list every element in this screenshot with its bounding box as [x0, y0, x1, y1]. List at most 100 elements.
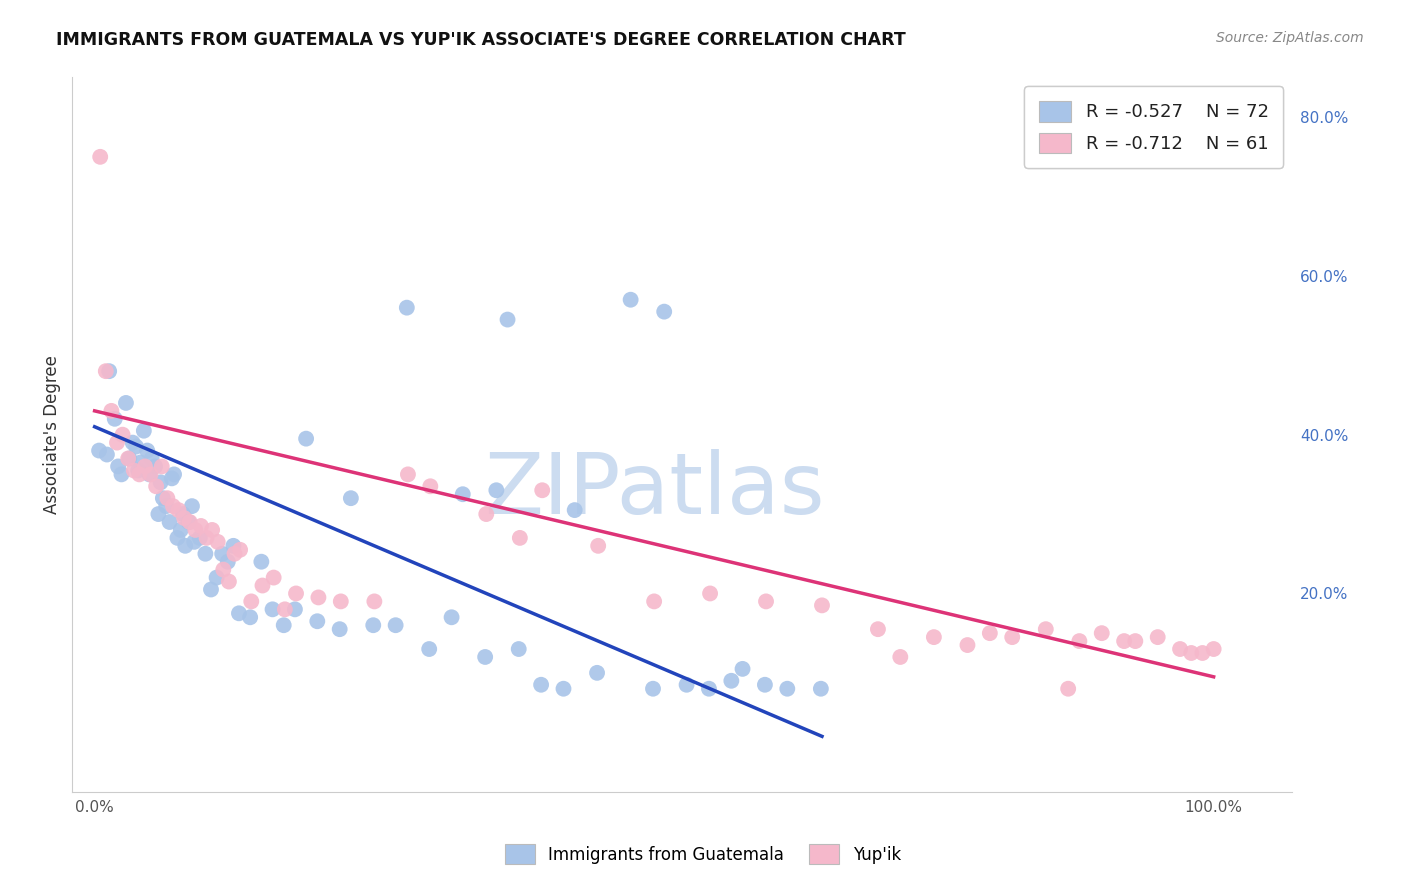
Point [419, 479, 441, 493]
Point [125, 440, 148, 454]
Point [172, 507, 194, 521]
Point [262, 602, 284, 616]
Point [697, 681, 720, 696]
Point [440, 610, 463, 624]
Point [250, 555, 273, 569]
Point [496, 312, 519, 326]
Point [866, 622, 889, 636]
Point [1091, 626, 1114, 640]
Point [810, 681, 832, 696]
Point [205, 571, 228, 585]
Point [138, 467, 160, 482]
Point [141, 451, 163, 466]
Point [329, 594, 352, 608]
Point [508, 642, 530, 657]
Point [224, 547, 246, 561]
Point [174, 539, 197, 553]
Point [145, 479, 167, 493]
Point [776, 681, 799, 696]
Point [104, 412, 127, 426]
Point [132, 424, 155, 438]
Point [105, 435, 128, 450]
Point [200, 582, 222, 597]
Point [1001, 630, 1024, 644]
Point [451, 487, 474, 501]
Point [329, 622, 352, 636]
Point [553, 681, 575, 696]
Point [922, 630, 945, 644]
Point [229, 542, 252, 557]
Point [222, 539, 245, 553]
Point [159, 515, 181, 529]
Point [340, 491, 363, 506]
Point [170, 523, 193, 537]
Point [122, 463, 145, 477]
Point [96, 448, 118, 462]
Point [98, 364, 121, 378]
Point [263, 571, 285, 585]
Point [1168, 642, 1191, 657]
Point [118, 451, 141, 466]
Point [509, 531, 531, 545]
Point [239, 610, 262, 624]
Point [218, 574, 240, 589]
Point [252, 578, 274, 592]
Text: 100.0%: 100.0% [1185, 800, 1243, 815]
Point [1114, 634, 1136, 648]
Point [217, 555, 239, 569]
Point [115, 396, 138, 410]
Point [1069, 634, 1091, 648]
Point [149, 475, 172, 490]
Point [94, 364, 117, 378]
Point [1202, 642, 1225, 657]
Point [212, 563, 235, 577]
Point [110, 467, 132, 482]
Point [155, 499, 177, 513]
Point [128, 467, 150, 482]
Point [177, 515, 200, 529]
Point [384, 618, 406, 632]
Point [474, 650, 496, 665]
Point [127, 463, 149, 477]
Point [179, 515, 201, 529]
Point [307, 591, 329, 605]
Point [160, 471, 183, 485]
Point [148, 507, 170, 521]
Legend: R = -0.527    N = 72, R = -0.712    N = 61: R = -0.527 N = 72, R = -0.712 N = 61 [1024, 87, 1282, 168]
Point [201, 523, 224, 537]
Point [195, 531, 218, 545]
Point [1123, 634, 1146, 648]
Text: 0.0%: 0.0% [76, 800, 114, 815]
Point [173, 511, 195, 525]
Point [1191, 646, 1213, 660]
Point [1035, 622, 1057, 636]
Point [620, 293, 643, 307]
Point [643, 594, 665, 608]
Point [956, 638, 979, 652]
Point [485, 483, 508, 498]
Point [755, 594, 778, 608]
Point [166, 531, 188, 545]
Point [190, 519, 212, 533]
Point [194, 547, 217, 561]
Point [207, 534, 229, 549]
Point [143, 459, 166, 474]
Point [652, 304, 675, 318]
Point [107, 459, 129, 474]
Point [240, 594, 263, 608]
Point [284, 602, 307, 616]
Point [1146, 630, 1168, 644]
Text: IMMIGRANTS FROM GUATEMALA VS YUP'IK ASSOCIATE'S DEGREE CORRELATION CHART: IMMIGRANTS FROM GUATEMALA VS YUP'IK ASSO… [56, 31, 905, 49]
Point [273, 618, 295, 632]
Point [111, 427, 134, 442]
Point [285, 586, 308, 600]
Point [228, 607, 250, 621]
Point [531, 483, 554, 498]
Point [134, 459, 156, 474]
Point [641, 681, 664, 696]
Point [720, 673, 742, 688]
Point [530, 678, 553, 692]
Point [274, 602, 297, 616]
Text: ZIPatlas: ZIPatlas [484, 449, 824, 532]
Point [163, 467, 186, 482]
